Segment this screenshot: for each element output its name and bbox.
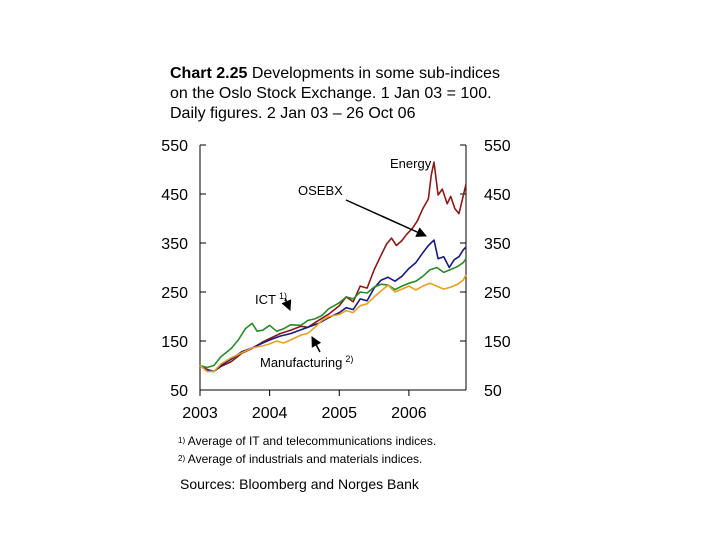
y-tick-label-right: 150 — [484, 334, 511, 351]
y-tick-label-left: 250 — [161, 285, 188, 302]
y-tick-label-left: 150 — [161, 334, 188, 351]
y-tick-label-left: 350 — [161, 236, 188, 253]
x-tick-label: 2004 — [252, 405, 288, 422]
annotation-superscript: 1) — [279, 291, 287, 301]
annotation-arrow-ict — [281, 297, 292, 311]
annotation-ict: ICT 1) — [255, 291, 287, 307]
y-tick-label-right: 50 — [484, 383, 502, 400]
y-tick-label-left: 50 — [170, 383, 188, 400]
footnote-1-marker: 1) — [178, 436, 186, 445]
y-tick-label-left: 450 — [161, 187, 188, 204]
annotation-superscript: 2) — [345, 354, 353, 364]
footnote-1-text: Average of IT and telecommunications ind… — [187, 434, 437, 448]
chart-title-text: Developments in some sub-indices on the … — [170, 65, 500, 122]
y-tick-label-right: 350 — [484, 236, 511, 253]
x-tick-label: 2006 — [391, 405, 427, 422]
footnote-2-text: Average of industrials and materials ind… — [187, 452, 423, 466]
y-tick-label-right: 550 — [484, 138, 511, 155]
footnote-2: 2) Average of industrials and materials … — [178, 452, 422, 466]
annotation-arrow-manufacturing — [311, 336, 322, 353]
x-tick-label: 2003 — [182, 405, 218, 422]
annotation-osebx: OSEBX — [298, 183, 343, 198]
annotation-arrow-osebx — [345, 199, 427, 237]
annotation-energy: Energy — [390, 156, 432, 171]
chart-title-prefix: Chart 2.25 — [170, 65, 248, 82]
y-tick-label-right: 450 — [484, 187, 511, 204]
footnote-2-marker: 2) — [178, 454, 186, 463]
y-tick-label-right: 250 — [484, 285, 511, 302]
footnote-1: 1) Average of IT and telecommunications … — [178, 434, 436, 448]
x-tick-label: 2005 — [321, 405, 357, 422]
series-line-manufacturing — [199, 274, 467, 373]
y-tick-label-left: 550 — [161, 138, 188, 155]
annotation-manufacturing: Manufacturing 2) — [260, 354, 353, 370]
sources-note: Sources: Bloomberg and Norges Bank — [180, 476, 419, 492]
series-line-ict — [199, 258, 467, 369]
chart-title: Chart 2.25 Developments in some sub-indi… — [170, 64, 510, 124]
